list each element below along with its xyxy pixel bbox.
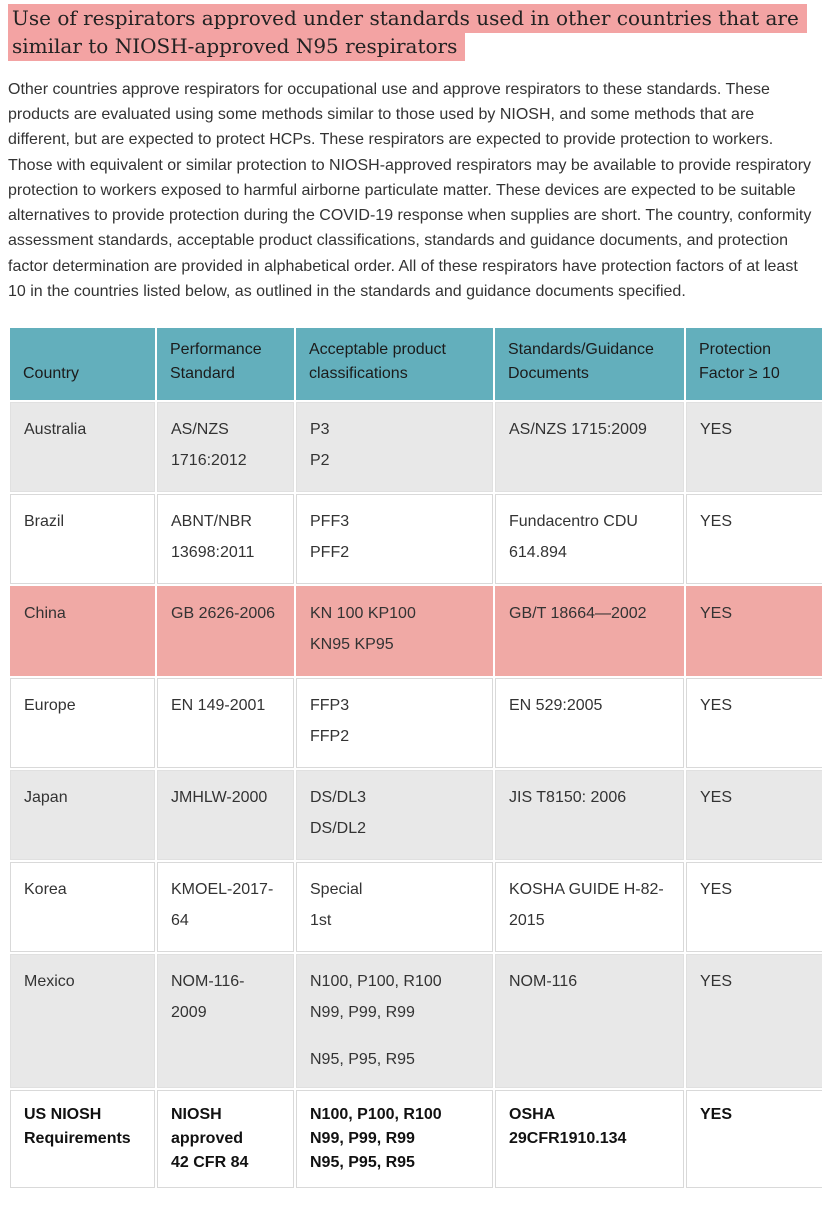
cell-country: Korea bbox=[10, 862, 155, 953]
col-header-protection-factor: Protection Factor ≥ 10 bbox=[686, 328, 822, 401]
table-row-mexico: Mexico NOM-116- 2009 N100, P100, R100 N9… bbox=[10, 954, 822, 1089]
cell-classifications: N100, P100, R100 N99, P99, R99 N95, P95,… bbox=[296, 954, 493, 1089]
country-name: Europe bbox=[24, 697, 76, 715]
classification-block: PFF3 PFF2 bbox=[310, 513, 350, 561]
cell-protection-factor: YES bbox=[686, 678, 822, 769]
cell-country: US NIOSH Requirements bbox=[10, 1090, 155, 1189]
table-row-australia: Australia AS/NZS 1716:2012 P3 P2 AS/NZS … bbox=[10, 402, 822, 493]
table-row-europe: Europe EN 149-2001 FFP3 FFP2 EN 529:2005… bbox=[10, 678, 822, 769]
cell-protection-factor: YES bbox=[686, 586, 822, 677]
cell-guidance: GB/T 18664—2002 bbox=[495, 586, 684, 677]
cell-classifications: DS/DL3 DS/DL2 bbox=[296, 770, 493, 861]
cell-country: Mexico bbox=[10, 954, 155, 1089]
country-name: Korea bbox=[24, 881, 67, 899]
cell-protection-factor: YES bbox=[686, 862, 822, 953]
cell-protection-factor: YES bbox=[686, 954, 822, 1089]
cell-classifications: KN 100 KP100 KN95 KP95 bbox=[296, 586, 493, 677]
cell-protection-factor: YES bbox=[686, 1090, 822, 1189]
cell-classifications: FFP3 FFP2 bbox=[296, 678, 493, 769]
country-name: Brazil bbox=[24, 513, 65, 531]
cell-performance-standard: EN 149-2001 bbox=[157, 678, 294, 769]
table-row-brazil: Brazil ABNT/NBR 13698:2011 PFF3 PFF2 Fun… bbox=[10, 494, 822, 585]
cell-classifications: P3 P2 bbox=[296, 402, 493, 493]
classification-block: P3 P2 bbox=[310, 421, 330, 469]
page-title: Use of respirators approved under standa… bbox=[8, 4, 808, 62]
country-name: China bbox=[24, 605, 66, 623]
country-name: Mexico bbox=[24, 973, 75, 991]
classification-block: FFP3 FFP2 bbox=[310, 697, 350, 745]
cell-performance-standard: JMHLW-2000 bbox=[157, 770, 294, 861]
cell-country: Australia bbox=[10, 402, 155, 493]
cell-performance-standard: GB 2626-2006 bbox=[157, 586, 294, 677]
classification-block: Special 1st bbox=[310, 881, 363, 929]
cell-guidance: Fundacentro CDU 614.894 bbox=[495, 494, 684, 585]
classification-block: DS/DL3 DS/DL2 bbox=[310, 789, 367, 837]
classification-block: N100, P100, R100 N99, P99, R99 bbox=[310, 973, 442, 1021]
table-row-japan: Japan JMHLW-2000 DS/DL3 DS/DL2 JIS T8150… bbox=[10, 770, 822, 861]
cell-performance-standard: KMOEL-2017- 64 bbox=[157, 862, 294, 953]
respirator-standards-table: Country Performance Standard Acceptable … bbox=[8, 326, 822, 1190]
col-header-country: Country bbox=[10, 328, 155, 401]
cell-classifications: N100, P100, R100 N99, P99, R99 N95, P95,… bbox=[296, 1090, 493, 1189]
cell-classifications: PFF3 PFF2 bbox=[296, 494, 493, 585]
cell-protection-factor: YES bbox=[686, 770, 822, 861]
title-highlight: Use of respirators approved under standa… bbox=[8, 4, 807, 62]
cell-performance-standard: NIOSH approved 42 CFR 84 bbox=[157, 1090, 294, 1189]
cell-country: Japan bbox=[10, 770, 155, 861]
country-name: Requirements bbox=[24, 1130, 131, 1148]
table-row-us-niosh-requirements: US NIOSH Requirements NIOSH approved 42 … bbox=[10, 1090, 822, 1189]
cell-protection-factor: YES bbox=[686, 494, 822, 585]
cell-protection-factor: YES bbox=[686, 402, 822, 493]
cell-guidance: AS/NZS 1715:2009 bbox=[495, 402, 684, 493]
col-header-classifications: Acceptable product classifications bbox=[296, 328, 493, 401]
classification-block: KN 100 KP100 KN95 KP95 bbox=[310, 605, 416, 653]
classification-block: N95, P95, R95 bbox=[310, 1050, 415, 1068]
cell-guidance: EN 529:2005 bbox=[495, 678, 684, 769]
cell-classifications: Special 1st bbox=[296, 862, 493, 953]
country-name: Japan bbox=[24, 789, 68, 807]
country-name: US NIOSH bbox=[24, 1106, 102, 1124]
cell-country: Europe bbox=[10, 678, 155, 769]
cell-performance-standard: AS/NZS 1716:2012 bbox=[157, 402, 294, 493]
intro-paragraph: Other countries approve respirators for … bbox=[8, 80, 812, 300]
cell-guidance: JIS T8150: 2006 bbox=[495, 770, 684, 861]
table-row-china-highlighted: China GB 2626-2006 KN 100 KP100 KN95 KP9… bbox=[10, 586, 822, 677]
classification-block: N100, P100, R100 N99, P99, R99 N95, P95,… bbox=[310, 1106, 442, 1172]
col-header-performance-standard: Performance Standard bbox=[157, 328, 294, 401]
cell-performance-standard: NOM-116- 2009 bbox=[157, 954, 294, 1089]
cell-performance-standard: ABNT/NBR 13698:2011 bbox=[157, 494, 294, 585]
table-header-row: Country Performance Standard Acceptable … bbox=[10, 328, 822, 401]
col-header-guidance-documents: Standards/Guidance Documents bbox=[495, 328, 684, 401]
cell-guidance: KOSHA GUIDE H-82- 2015 bbox=[495, 862, 684, 953]
country-name: Australia bbox=[24, 421, 87, 439]
cell-country: Brazil bbox=[10, 494, 155, 585]
cell-guidance: OSHA 29CFR1910.134 bbox=[495, 1090, 684, 1189]
cell-country: China bbox=[10, 586, 155, 677]
cell-guidance: NOM-116 bbox=[495, 954, 684, 1089]
table-row-korea: Korea KMOEL-2017- 64 Special 1st KOSHA G… bbox=[10, 862, 822, 953]
